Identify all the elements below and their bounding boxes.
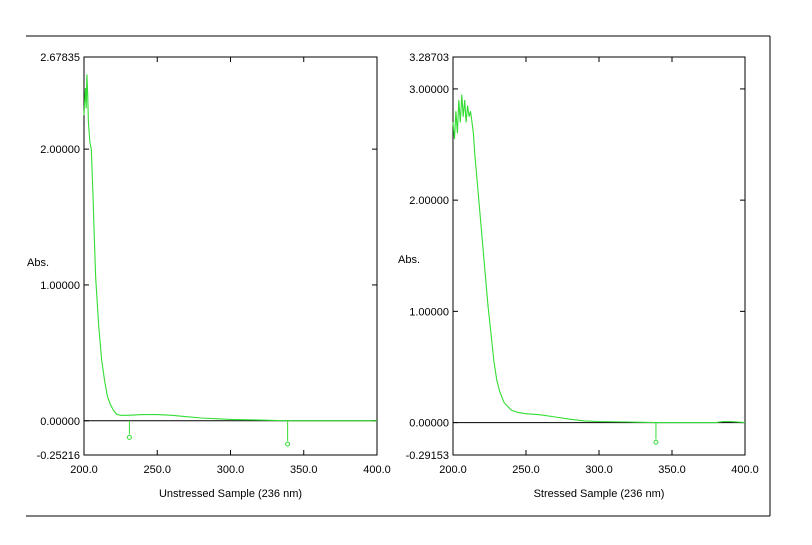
x-tick-label: 350.0 [290,464,318,476]
x-tick-label: 300.0 [217,464,245,476]
x-tick-label: 300.0 [585,464,613,476]
absorbance-trace [83,74,377,422]
plot-area-frame [83,56,378,456]
x-tick-label: 250.0 [143,464,171,476]
y-tick-label: -0.29153 [406,450,449,462]
dip-marker [653,439,659,445]
x-tick-label: 350.0 [658,464,686,476]
plot-area-frame [452,56,746,456]
x-axis-label: Stressed Sample (236 nm) [534,488,665,500]
dip-marker [285,441,291,447]
x-tick-label: 400.0 [731,464,759,476]
x-tick-label: 400.0 [363,464,391,476]
y-tick-label: 2.00000 [409,195,449,207]
y-tick-label: 0.00000 [409,418,449,430]
x-tick-label: 200.0 [70,464,98,476]
y-tick-label: 1.00000 [409,306,449,318]
y-tick-label: 1.00000 [40,280,80,292]
y-tick-label: 2.00000 [40,144,80,156]
y-axis-label: Abs. [27,257,49,269]
y-tick-label: 0.00000 [40,416,80,428]
y-axis-label: Abs. [398,254,420,266]
y-tick-label: -0.25216 [37,450,80,462]
chart-panel-stressed: 3.28703 3.00000 2.00000 1.00000 0.00000 -0.29… [398,52,759,500]
y-tick-label: 2.67835 [40,52,80,64]
dip-marker [126,434,132,440]
chart-panel-unstressed: 2.67835 2.00000 1.00000 0.00000 -0.25216 200.… [27,52,391,500]
y-tick-label: 3.00000 [409,84,449,96]
x-axis-label: Unstressed Sample (236 nm) [159,488,302,500]
y-tick-label: 3.28703 [409,52,449,64]
absorbance-trace [452,94,746,424]
x-tick-label: 200.0 [439,464,467,476]
x-tick-label: 250.0 [512,464,540,476]
